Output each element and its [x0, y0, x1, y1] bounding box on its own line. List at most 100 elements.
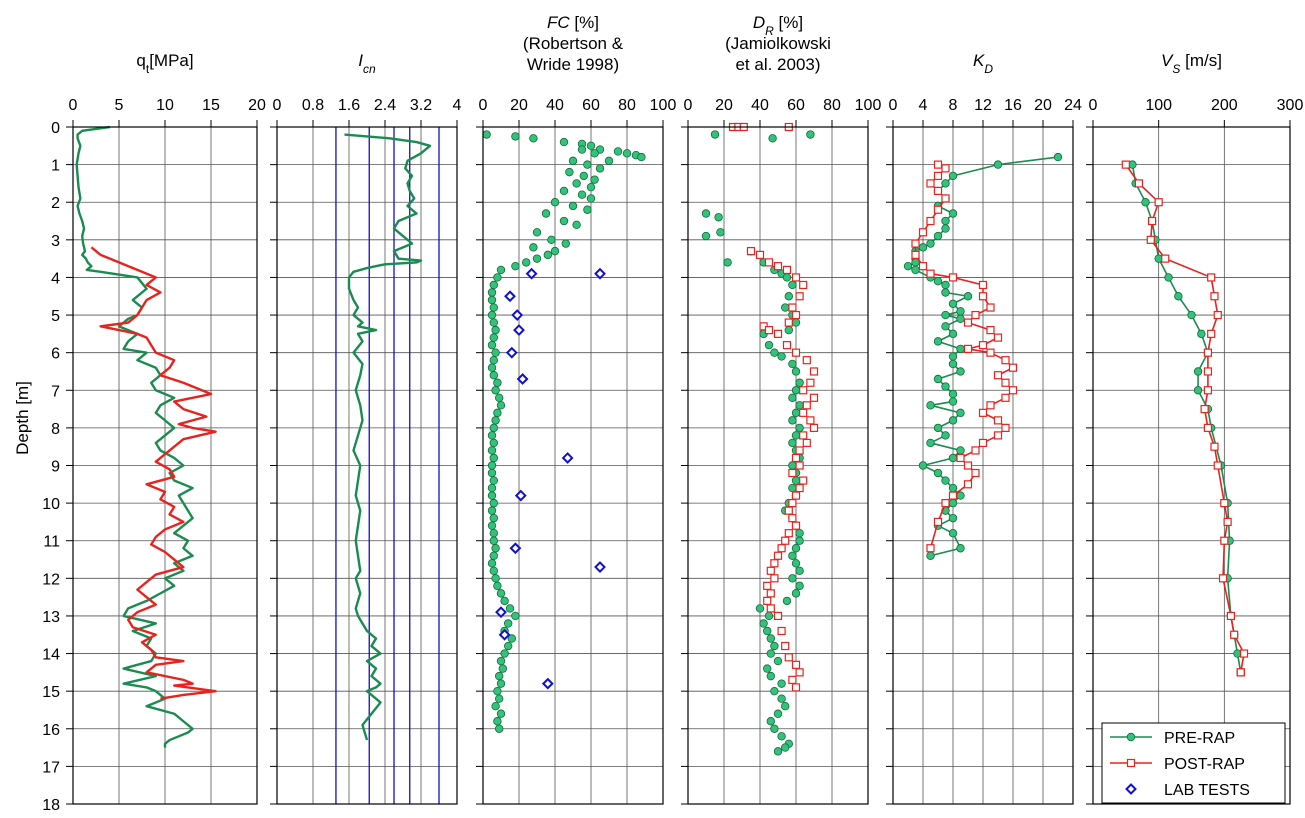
data-point — [986, 348, 995, 357]
data-point — [918, 262, 928, 271]
data-point — [948, 491, 958, 500]
data-point — [956, 344, 965, 354]
x-tick-label: 100 — [650, 97, 677, 114]
data-point — [493, 717, 502, 726]
data-point — [770, 686, 779, 696]
panel-title-part: [m/s] — [1180, 51, 1222, 70]
data-point — [911, 265, 920, 275]
data-point — [586, 182, 596, 192]
data-point — [764, 258, 774, 267]
y-axis-label: Depth [m] — [13, 381, 32, 455]
series — [911, 160, 1018, 553]
data-point — [583, 205, 592, 214]
data-point — [1210, 292, 1219, 301]
data-point — [1239, 649, 1249, 658]
data-point — [1154, 198, 1163, 207]
data-point — [1210, 442, 1219, 451]
data-point — [637, 152, 646, 162]
data-point — [489, 333, 498, 342]
data-point — [1218, 574, 1228, 583]
data-point — [1147, 216, 1157, 226]
series-line — [344, 133, 432, 741]
data-point — [788, 574, 797, 583]
data-point — [911, 239, 920, 248]
data-point — [795, 529, 804, 538]
data-point — [941, 216, 950, 226]
y-tick-label: 7 — [51, 383, 60, 400]
data-point — [933, 337, 943, 346]
data-point — [1207, 329, 1216, 338]
data-point — [579, 171, 588, 181]
data-point — [784, 325, 793, 335]
data-point — [491, 574, 500, 583]
panel-title-part: K — [973, 51, 985, 70]
data-point — [1203, 423, 1213, 432]
data-point — [487, 521, 497, 530]
data-point — [802, 356, 811, 365]
data-point — [911, 250, 920, 259]
panel-title: KD — [973, 51, 993, 76]
data-point — [1174, 292, 1183, 301]
data-point — [806, 130, 815, 139]
data-point — [926, 216, 935, 226]
data-point — [806, 378, 815, 387]
data-point — [1134, 179, 1144, 188]
data-point — [1126, 732, 1136, 742]
data-point — [781, 743, 790, 752]
data-point — [1164, 273, 1173, 282]
data-point — [487, 295, 497, 305]
data-point — [795, 536, 804, 545]
data-point — [926, 179, 935, 188]
data-point — [788, 359, 797, 369]
data-point — [604, 156, 614, 166]
x-tick-label: 4 — [919, 97, 928, 114]
data-point — [948, 529, 958, 538]
data-point — [511, 261, 520, 271]
panel-title-part: I — [358, 51, 363, 70]
series — [344, 133, 432, 741]
data-point — [791, 559, 801, 568]
data-point — [568, 201, 578, 211]
data-point — [500, 596, 509, 606]
data-point — [622, 149, 632, 158]
series — [728, 122, 819, 692]
x-tick-label: 80 — [823, 97, 841, 114]
data-point — [791, 408, 801, 418]
data-point — [773, 551, 783, 560]
data-point — [791, 453, 801, 463]
data-point — [500, 649, 509, 658]
data-point — [766, 671, 775, 681]
data-point — [948, 171, 958, 181]
y-tick-label: 16 — [42, 722, 60, 739]
x-tick-label: 20 — [248, 97, 266, 114]
data-point — [1001, 356, 1010, 365]
series — [482, 130, 646, 733]
data-point — [782, 273, 792, 282]
panel-title-part: D — [984, 62, 993, 76]
data-point — [595, 164, 605, 173]
data-point — [572, 179, 581, 188]
data-point — [489, 551, 498, 560]
data-point — [933, 186, 943, 196]
data-point — [788, 675, 797, 684]
data-point — [1193, 367, 1203, 376]
data-point — [766, 604, 775, 613]
data-point — [491, 386, 500, 395]
data-point — [1197, 329, 1206, 339]
data-point — [493, 378, 502, 387]
data-point — [791, 386, 801, 395]
data-point — [926, 544, 935, 553]
data-point — [809, 423, 819, 432]
data-point — [795, 461, 804, 470]
data-point — [550, 246, 560, 256]
data-point — [809, 367, 819, 376]
data-point — [511, 132, 520, 141]
data-point — [487, 340, 497, 350]
data-point — [561, 452, 574, 464]
data-point — [491, 325, 500, 335]
data-point — [956, 314, 965, 324]
data-point — [795, 483, 804, 493]
data-point — [489, 318, 498, 327]
data-point — [788, 280, 797, 290]
data-point — [933, 277, 943, 286]
